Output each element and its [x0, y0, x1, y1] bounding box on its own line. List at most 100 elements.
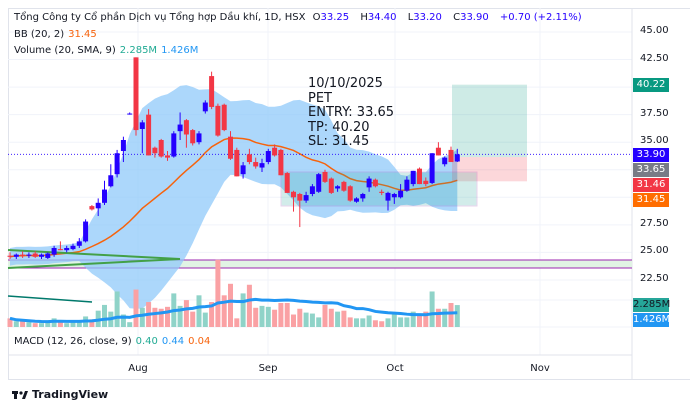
- volume-bar: [102, 304, 107, 327]
- stop-loss-zone: [452, 157, 527, 182]
- volume-sma-price-label: 1.426M: [633, 313, 671, 327]
- x-tick-label: Aug: [128, 363, 148, 374]
- candle: [83, 219, 89, 243]
- bollinger-band: [10, 85, 458, 309]
- y-tick-label: 45.00: [640, 25, 669, 36]
- macd-label: MACD (12, 26, close, 9): [14, 336, 132, 347]
- candle: [89, 205, 95, 211]
- volume-bar: [259, 305, 265, 327]
- candle-body: [32, 253, 38, 257]
- x-tick-label: Sep: [258, 363, 278, 374]
- candle: [435, 142, 441, 156]
- candle: [146, 109, 152, 156]
- candle: [120, 136, 126, 163]
- volume-bar: [32, 323, 38, 327]
- volume-bar: [7, 318, 13, 327]
- candle-body: [171, 133, 177, 157]
- volume-bar: [177, 305, 183, 327]
- volume-bar: [328, 308, 334, 327]
- volume-bar: [64, 323, 70, 327]
- candle-body: [429, 153, 435, 183]
- volume-bar: [133, 289, 139, 327]
- candle-body: [417, 168, 422, 185]
- y-tick-label: 42.50: [640, 52, 669, 64]
- candle-body: [152, 147, 158, 154]
- volume-legend[interactable]: Volume (20, SMA, 9) 2.285M 1.426M: [14, 45, 202, 56]
- volume-bar: [26, 322, 32, 327]
- candle: [171, 131, 177, 158]
- open-label: O: [312, 12, 321, 23]
- candle-body: [26, 254, 32, 256]
- candle-body: [435, 147, 441, 156]
- volume-bar: [442, 308, 448, 327]
- trade-annotation[interactable]: 10/10/2025 PET ENTRY: 33.65 TP: 40.20 SL…: [308, 76, 394, 150]
- candle-body: [183, 120, 189, 135]
- bb-value: 31.45: [68, 29, 97, 40]
- candle-body: [448, 149, 454, 163]
- volume-bar: [70, 321, 76, 327]
- candle-body: [385, 192, 391, 201]
- volume-bar: [265, 306, 271, 327]
- candle: [417, 167, 422, 185]
- macd-value: 0.40: [135, 336, 158, 347]
- volume-bar: [284, 303, 290, 327]
- bb-legend[interactable]: BB (20, 2) 31.45: [14, 29, 101, 40]
- volume-bar: [360, 318, 366, 327]
- candle-body: [190, 130, 196, 144]
- candle: [259, 158, 265, 172]
- tp-price-label: 40.22: [633, 78, 669, 92]
- candle-body: [120, 139, 126, 152]
- candle-body: [284, 173, 290, 193]
- high-value: 34.40: [367, 12, 397, 23]
- volume-bar: [165, 306, 170, 327]
- candle-body: [303, 195, 309, 201]
- tradingview-logo-icon: [12, 390, 28, 399]
- volume-bar: [316, 317, 322, 327]
- volume-bar: [435, 308, 441, 327]
- candle: [57, 241, 63, 251]
- candle: [442, 156, 448, 167]
- volume-bar: [20, 321, 26, 327]
- candle: [448, 146, 454, 163]
- candle-body: [278, 149, 284, 176]
- bb-label: BB (20, 2): [14, 29, 65, 40]
- volume-bar: [272, 309, 278, 327]
- candle: [102, 180, 107, 206]
- volume-bar: [398, 317, 404, 327]
- y-tick-label: 25.00: [640, 245, 669, 257]
- macd-legend[interactable]: MACD (12, 26, close, 9) 0.40 0.44 0.04: [14, 336, 214, 347]
- candle: [202, 100, 208, 114]
- annotation-ticker: PET: [308, 90, 332, 106]
- candle: [240, 162, 246, 179]
- candle: [114, 149, 120, 178]
- tradingview-logo[interactable]: TradingView: [12, 388, 108, 401]
- candle-body: [442, 157, 448, 165]
- volume-price-label: 2.285M: [633, 298, 671, 312]
- candle: [234, 147, 240, 177]
- annotation-date: 10/10/2025: [308, 76, 383, 91]
- volume-bar: [278, 303, 284, 327]
- volume-bar: [158, 308, 164, 327]
- candle: [139, 120, 145, 154]
- candle-body: [328, 178, 334, 193]
- volume-bar: [341, 310, 347, 327]
- candle: [284, 171, 290, 193]
- trendline-lower: [7, 258, 181, 269]
- candle: [45, 252, 51, 260]
- candle: [322, 169, 328, 183]
- candle-body: [246, 154, 252, 163]
- candle-body: [165, 155, 170, 158]
- candle: [341, 180, 347, 192]
- y-tick-label: 22.50: [640, 272, 669, 284]
- candle: [20, 251, 26, 258]
- volume-bar: [303, 312, 309, 327]
- candle-body: [291, 191, 296, 198]
- volume-bar: [240, 293, 246, 327]
- volume-bar: [423, 311, 429, 327]
- volume-bar: [57, 321, 63, 327]
- sl-price-label: 31.46: [633, 178, 669, 192]
- volume-bar: [76, 320, 82, 327]
- volume-bar: [221, 295, 227, 327]
- candle: [335, 185, 341, 192]
